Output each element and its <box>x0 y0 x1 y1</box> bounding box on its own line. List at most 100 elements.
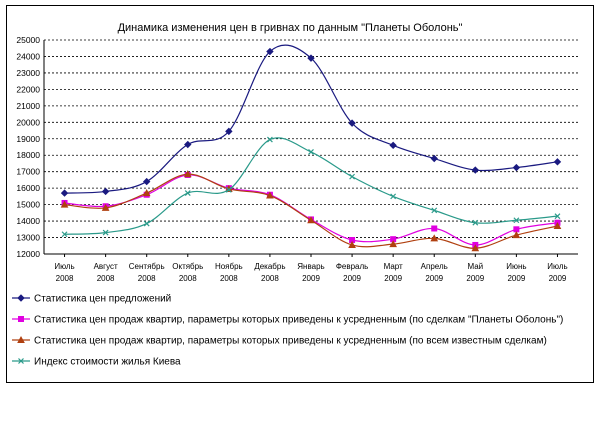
data-point <box>512 231 521 239</box>
data-point <box>389 240 397 248</box>
data-point <box>348 119 356 127</box>
data-point <box>430 154 438 163</box>
marker-stroke <box>18 358 24 364</box>
x-tick-label-month: Август <box>94 262 118 271</box>
y-tick-label: 16000 <box>16 183 40 193</box>
data-point <box>512 163 521 172</box>
y-tick-label: 15000 <box>16 200 40 210</box>
x-tick-label-month: Ноябрь <box>215 262 243 271</box>
x-tick-label-month: Июль <box>54 262 74 271</box>
legend-label: Индекс стоимости жилья Киева <box>34 357 181 368</box>
x-tick-label-month: Январь <box>297 262 324 271</box>
y-tick-label: 22000 <box>16 84 40 94</box>
data-point <box>307 54 315 62</box>
x-tick-label-year: 2009 <box>466 274 484 283</box>
marker-stroke <box>513 217 520 224</box>
legend-entry-2: Статистика цен продаж квартир, параметры… <box>12 314 563 326</box>
x-tick-label-year: 2008 <box>261 274 279 283</box>
marker-stroke <box>308 149 314 155</box>
y-tick-label: 20000 <box>16 117 40 127</box>
data-point <box>348 240 356 248</box>
series-4 <box>61 136 561 238</box>
data-point <box>471 166 480 174</box>
data-point <box>184 140 192 149</box>
x-tick-label-year: 2008 <box>97 274 115 283</box>
x-tick-label-month: Декабрь <box>254 262 285 271</box>
marker-stroke <box>472 219 479 226</box>
marker-stroke <box>102 229 109 236</box>
data-point <box>225 186 232 193</box>
series-1 <box>60 44 562 197</box>
data-point <box>266 136 273 143</box>
y-tick-label: 12000 <box>16 249 40 259</box>
x-tick-label-year: 2008 <box>220 274 238 283</box>
marker-stroke <box>61 231 68 238</box>
data-point <box>60 200 69 208</box>
data-point <box>101 187 110 196</box>
legend-label: Статистика цен предложений <box>34 294 171 305</box>
y-tick-label: 14000 <box>16 216 40 226</box>
data-point <box>308 149 314 155</box>
chart-frame <box>6 5 594 383</box>
data-point <box>142 177 151 186</box>
x-tick-label-month: Апрель <box>421 262 448 271</box>
data-point <box>554 213 561 220</box>
series-2 <box>61 171 561 248</box>
data-point <box>471 244 480 252</box>
data-point <box>102 229 109 236</box>
legend-entry-3: Статистика цен продаж квартир, параметры… <box>12 336 547 347</box>
marker-stroke <box>143 220 150 227</box>
x-tick-label-year: 2009 <box>302 274 320 283</box>
data-point <box>266 191 274 199</box>
marker-stroke <box>390 193 397 200</box>
x-tick-label-year: 2008 <box>179 274 197 283</box>
data-point <box>513 217 520 224</box>
data-point <box>472 219 479 226</box>
series-3 <box>60 170 562 252</box>
data-point <box>183 170 192 178</box>
marker-stroke <box>266 136 273 143</box>
y-tick-label: 24000 <box>16 51 40 61</box>
marker-stroke <box>225 186 232 193</box>
data-point <box>553 221 562 230</box>
y-tick-label: 13000 <box>16 233 40 243</box>
x-tick-label-year: 2008 <box>138 274 156 283</box>
legend-marker <box>18 358 24 364</box>
data-point <box>431 207 438 214</box>
x-tick-label-month: Сентябрь <box>129 262 165 271</box>
x-tick-label-month: Июль <box>547 262 567 271</box>
data-point <box>184 190 191 197</box>
data-point <box>225 127 233 136</box>
x-tick-label-month: Февраль <box>336 262 369 271</box>
data-point <box>266 47 274 56</box>
y-tick-label: 25000 <box>16 35 40 45</box>
y-tick-label: 23000 <box>16 68 40 78</box>
legend-entry-4: Индекс стоимости жилья Киева <box>12 357 181 368</box>
marker-stroke <box>554 213 561 220</box>
data-point <box>389 141 397 150</box>
y-tick-label: 19000 <box>16 134 40 144</box>
legend-label: Статистика цен продаж квартир, параметры… <box>34 336 547 347</box>
chart-title: Динамика изменения цен в гривнах по данн… <box>118 22 463 34</box>
x-tick-label-year: 2008 <box>56 274 74 283</box>
y-tick-label: 17000 <box>16 167 40 177</box>
y-tick-label: 21000 <box>16 101 40 111</box>
marker-stroke <box>184 190 191 197</box>
data-point <box>143 220 150 227</box>
x-tick-label-year: 2009 <box>343 274 361 283</box>
data-point <box>390 193 397 200</box>
legend-label: Статистика цен продаж квартир, параметры… <box>34 314 563 326</box>
legend-marker <box>18 316 24 322</box>
legend-marker <box>17 294 25 302</box>
data-point <box>349 173 356 180</box>
x-tick-label-month: Март <box>384 262 403 271</box>
data-point <box>101 203 110 211</box>
x-tick-label-year: 2009 <box>549 274 567 283</box>
y-tick-label: 18000 <box>16 150 40 160</box>
marker-stroke <box>349 173 356 180</box>
data-point <box>142 189 151 197</box>
x-tick-label-month: Октябрь <box>172 262 203 271</box>
series-line <box>64 44 558 194</box>
marker-stroke <box>431 207 438 214</box>
x-tick-label-month: Июнь <box>506 262 526 271</box>
